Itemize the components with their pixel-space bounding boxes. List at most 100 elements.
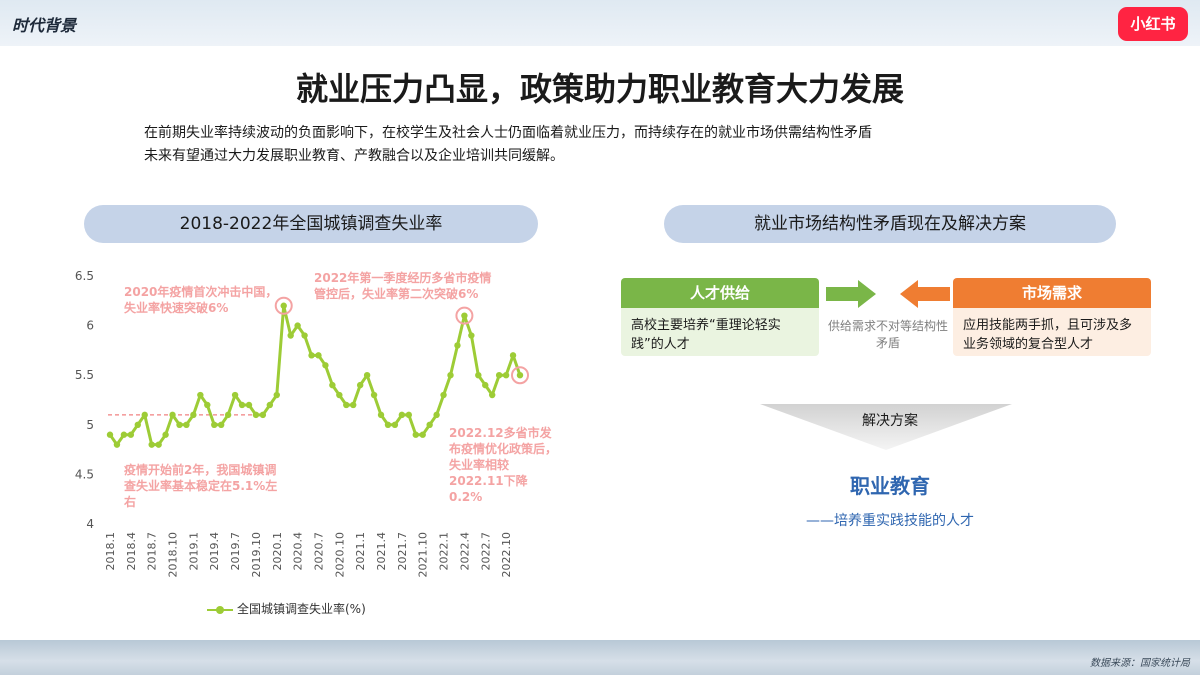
data-point <box>454 342 461 349</box>
x-tick-label: 2022.10 <box>500 532 513 578</box>
series-line <box>108 304 522 447</box>
data-point <box>211 421 218 428</box>
x-tick-label: 2022.4 <box>458 532 471 571</box>
data-point <box>391 421 399 428</box>
supply-box-text: 高校主要培养“重理论轻实践”的人才 <box>621 308 819 356</box>
x-tick-label: 2021.1 <box>354 532 367 571</box>
y-tick-label: 5.5 <box>75 368 94 382</box>
right-arrow-icon <box>826 280 876 308</box>
data-point <box>217 421 225 428</box>
data-point <box>308 352 315 359</box>
data-point <box>176 421 183 428</box>
x-tick-label: 2018.4 <box>125 532 138 571</box>
chart-legend: 全国城镇调查失业率(%) <box>207 600 366 617</box>
data-point <box>516 372 524 379</box>
solution-funnel <box>760 404 1012 450</box>
x-tick-label: 2019.1 <box>187 532 200 571</box>
y-tick-label: 4.5 <box>75 467 94 481</box>
data-point <box>245 401 253 409</box>
data-point <box>252 411 260 419</box>
chart-panel-title: 2018-2022年全国城镇调查失业率 <box>84 205 538 243</box>
data-point <box>343 401 350 409</box>
solution-label: 解决方案 <box>862 413 918 429</box>
data-point <box>204 401 211 409</box>
x-tick-label: 2020.7 <box>312 532 325 571</box>
data-point <box>120 431 128 438</box>
header-band <box>0 0 1200 46</box>
data-point <box>475 372 482 379</box>
data-point <box>127 431 135 438</box>
demand-box-title: 市场需求 <box>953 278 1151 308</box>
data-point <box>433 411 440 419</box>
data-point <box>294 322 301 329</box>
data-point <box>468 332 475 339</box>
data-point <box>350 401 357 409</box>
data-point <box>405 411 413 419</box>
data-point <box>502 372 510 379</box>
x-tick-label: 2020.1 <box>271 532 284 571</box>
highlight-ring <box>455 306 474 325</box>
data-point <box>489 391 496 399</box>
data-point <box>329 381 336 389</box>
left-arrow-icon <box>900 280 950 308</box>
legend-label: 全国城镇调查失业率(%) <box>237 602 366 616</box>
data-point <box>412 431 419 438</box>
x-tick-label: 2021.4 <box>375 532 388 571</box>
data-point <box>301 332 308 339</box>
x-tick-label: 2019.7 <box>229 532 242 571</box>
data-point <box>482 381 489 389</box>
data-point <box>384 421 392 428</box>
solution-answer-subtitle: ——培养重实践技能的人才 <box>806 513 974 529</box>
data-point <box>398 411 406 419</box>
data-point <box>231 391 239 399</box>
footer-band <box>0 640 1200 675</box>
x-tick-label: 2018.10 <box>167 532 180 578</box>
annotation-pre-pandemic: 疫情开始前2年，我国城镇调查失业率基本稳定在5.1%左右 <box>124 463 278 509</box>
y-tick-label: 4 <box>86 517 94 531</box>
section-tag: 时代背景 <box>12 16 77 35</box>
data-point <box>336 391 343 399</box>
annotation-2022-spike: 2022年第一季度经历多省市疫情管控后，失业率第二次突破6% <box>314 271 492 301</box>
data-point <box>447 372 454 379</box>
data-point <box>238 401 246 409</box>
data-point <box>183 421 190 428</box>
highlight-ring <box>274 296 293 315</box>
data-point <box>426 421 433 428</box>
data-point <box>363 372 371 379</box>
data-point <box>162 431 169 438</box>
data-point <box>190 411 197 419</box>
data-point <box>224 411 232 419</box>
data-point <box>419 431 426 438</box>
opposing-arrows <box>826 280 950 308</box>
solution-answer: 职业教育 <box>850 474 930 498</box>
data-point <box>273 391 280 399</box>
supply-box-title: 人才供给 <box>621 278 819 308</box>
data-point <box>259 411 267 419</box>
page-subtitle: 在前期失业率持续波动的负面影响下，在校学生及社会人士仍面临着就业压力，而持续存在… <box>144 122 1074 168</box>
x-tick-label: 2022.7 <box>479 532 492 571</box>
data-point <box>155 441 162 448</box>
data-source-note: 数据来源：国家统计局 <box>1090 658 1190 669</box>
legend-swatch <box>207 605 233 615</box>
page-title: 就业压力凸显，政策助力职业教育大力发展 <box>295 70 904 108</box>
data-point <box>113 441 121 448</box>
data-point <box>440 391 447 399</box>
x-tick-label: 2019.10 <box>250 532 263 578</box>
y-tick-label: 6.5 <box>75 269 94 283</box>
brand-logo: 小红书 <box>1118 7 1188 41</box>
data-point <box>141 411 148 419</box>
solution-panel-title: 就业市场结构性矛盾现在及解决方案 <box>664 205 1116 243</box>
highlight-ring <box>511 366 529 385</box>
y-tick-label: 6 <box>86 319 94 333</box>
data-point <box>377 411 385 419</box>
data-point <box>287 332 294 339</box>
funnel-triangle-icon <box>760 404 1012 450</box>
x-tick-label: 2018.7 <box>146 532 159 571</box>
x-tick-label: 2018.1 <box>104 532 117 571</box>
data-point <box>356 381 364 389</box>
data-point <box>461 312 468 319</box>
x-tick-label: 2020.4 <box>292 532 305 571</box>
data-point <box>280 302 287 309</box>
data-point <box>134 421 141 428</box>
annotation-2022-12: 2022.12多省市发布疫情优化政策后，失业率相较2022.11下降0.2% <box>449 426 558 504</box>
